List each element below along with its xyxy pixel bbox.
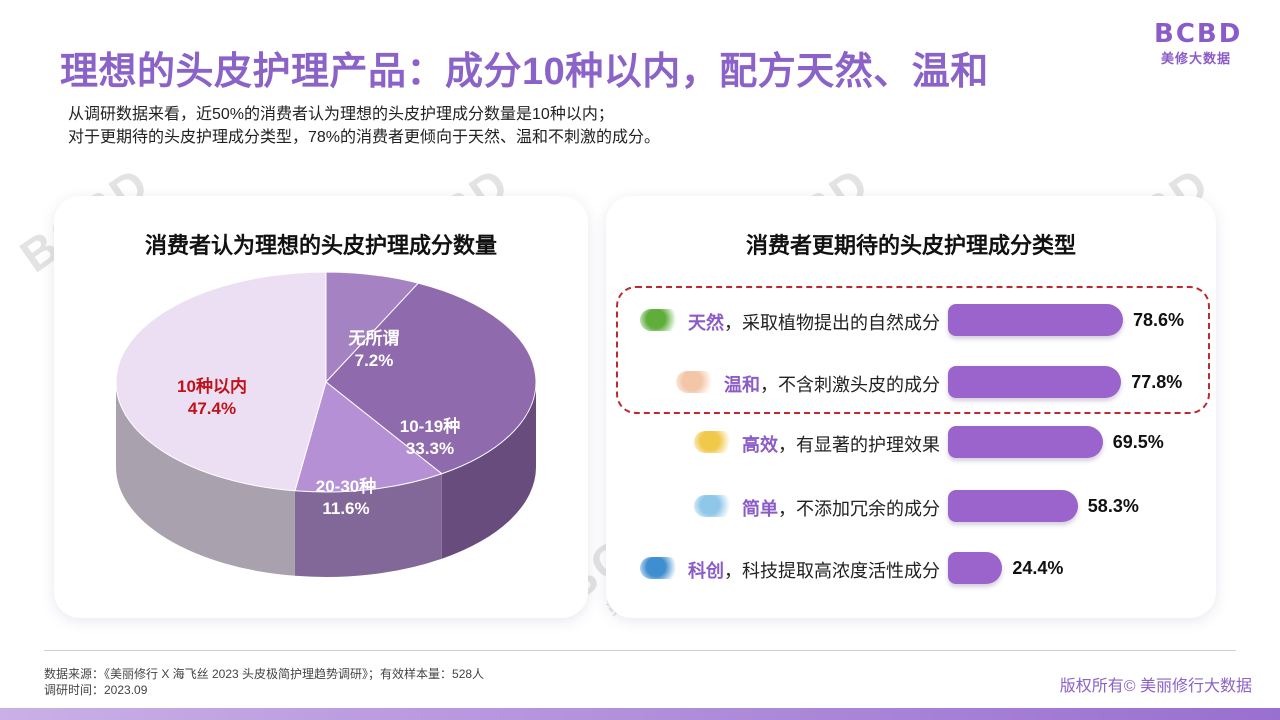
pie-chart: 无所谓 7.2% 10-19种 33.3% 20-30种 11.6% 10种以内 47.4% (115, 271, 537, 577)
bar-chart-card: 消费者更期待的头皮护理成分类型 天然，采取植物提出的自然成分 78.6% 温和，不含… (606, 196, 1216, 618)
pie-chart-card: 消费者认为理想的头皮护理成分数量 无所谓 7.2% 10-19种 33.3% 20-30… (54, 196, 588, 618)
bar-category-description: ，不含刺激头皮的成分 (760, 375, 940, 395)
pie-label-0: 10种以内 47.4% (177, 376, 247, 418)
bar-fill (948, 426, 1103, 458)
bar-row: 天然，采取植物提出的自然成分 78.6% (606, 300, 1216, 340)
pie-label-3: 20-30种 11.6% (316, 476, 376, 518)
sparkle-icon (694, 431, 734, 453)
bar-category-keyword: 天然 (688, 313, 724, 333)
pie-value-label: 33.3% (406, 439, 454, 458)
droplet-icon (694, 495, 734, 517)
pie-label-2: 10-19种 33.3% (400, 416, 460, 458)
pie-category-label: 10种以内 (177, 376, 247, 396)
bar-fill (948, 366, 1122, 398)
description: 从调研数据来看，近50%的消费者认为理想的头皮护理成分数量是10种以内； 对于更… (68, 103, 660, 149)
brand-logo: BCBD 美修大数据 (1154, 19, 1243, 67)
bar-row: 科创，科技提取高浓度活性成分 24.4% (606, 548, 1216, 588)
bar-row: 高效，有显著的护理效果 69.5% (606, 422, 1216, 462)
page-title: 理想的头皮护理产品：成分10种以内，配方天然、温和 (60, 51, 989, 93)
leaf-icon (640, 309, 680, 331)
survey-date: 调研时间：2023.09 (44, 683, 148, 697)
pie-category-label: 无所谓 (348, 329, 400, 348)
bar-value-label: 24.4% (1012, 558, 1064, 578)
bar-category-description: ，有显著的护理效果 (778, 435, 940, 455)
copyright: 版权所有© 美丽修行大数据 (1059, 678, 1252, 695)
bar-fill (948, 552, 1003, 584)
pie-slice-3 (294, 381, 443, 493)
source-note: 数据来源：《美丽修行 X 海飞丝 2023 头皮极简护理趋势调研》；有效样本量：… (44, 666, 484, 698)
bar-value-label: 78.6% (1133, 310, 1185, 330)
bar-fill (948, 490, 1078, 522)
pie-category-label: 10-19种 (400, 416, 460, 436)
bar-row: 简单，不添加冗余的成分 58.3% (606, 486, 1216, 526)
description-line-1: 从调研数据来看，近50%的消费者认为理想的头皮护理成分数量是10种以内； (68, 106, 614, 123)
bar-chart-title: 消费者更期待的头皮护理成分类型 (745, 233, 1076, 258)
bar-category-label: 天然，采取植物提出的自然成分 (688, 309, 940, 335)
pie-chart-title: 消费者认为理想的头皮护理成分数量 (144, 233, 497, 258)
pie-side-0 (116, 382, 295, 576)
pie-value-label: 7.2% (355, 351, 394, 370)
bar-category-label: 温和，不含刺激头皮的成分 (724, 371, 940, 397)
footer-divider (44, 650, 1236, 651)
bar-category-keyword: 温和 (724, 375, 760, 395)
pie-side-3 (294, 473, 442, 577)
bar-category-label: 简单，不添加冗余的成分 (742, 495, 940, 521)
bar-value-label: 69.5% (1112, 432, 1164, 452)
pie-top (115, 271, 537, 493)
bar-row: 温和，不含刺激头皮的成分 77.8% (606, 362, 1216, 402)
pie-value-label: 47.4% (188, 399, 236, 418)
source-line: 数据来源：《美丽修行 X 海飞丝 2023 头皮极简护理趋势调研》；有效样本量：… (44, 667, 485, 681)
bar-category-description: ，采取植物提出的自然成分 (724, 313, 940, 333)
highlight-box (616, 286, 1210, 414)
pie-value-label: 11.6% (322, 499, 369, 518)
bar-value-label: 77.8% (1131, 372, 1183, 392)
bar-fill (948, 304, 1123, 336)
bar-category-description: ，不添加冗余的成分 (778, 499, 940, 519)
description-line-2: 对于更期待的头皮护理成分类型，78%的消费者更倾向于天然、温和不刺激的成分。 (68, 129, 661, 146)
bar-category-keyword: 简单 (742, 499, 778, 519)
logo-subtitle: 美修大数据 (1160, 51, 1231, 66)
baby-icon (676, 371, 716, 393)
pie-slice-2 (325, 282, 537, 475)
bottom-accent-bar (0, 708, 1280, 720)
bar-category-keyword: 科创 (688, 561, 724, 581)
bar-category-description: ，科技提取高浓度活性成分 (724, 561, 940, 581)
bar-category-label: 科创，科技提取高浓度活性成分 (688, 557, 940, 583)
bar-value-label: 58.3% (1087, 496, 1139, 516)
capsule-icon (640, 557, 680, 579)
pie-side-2 (441, 382, 536, 559)
bar-category-keyword: 高效 (742, 435, 778, 455)
pie-side-walls (116, 382, 536, 577)
bar-category-label: 高效，有显著的护理效果 (742, 431, 940, 457)
pie-category-label: 20-30种 (316, 476, 376, 496)
pie-label-1: 无所谓 7.2% (348, 329, 400, 370)
logo-mark: BCBD (1154, 19, 1243, 49)
pie-slice-0 (115, 271, 327, 492)
